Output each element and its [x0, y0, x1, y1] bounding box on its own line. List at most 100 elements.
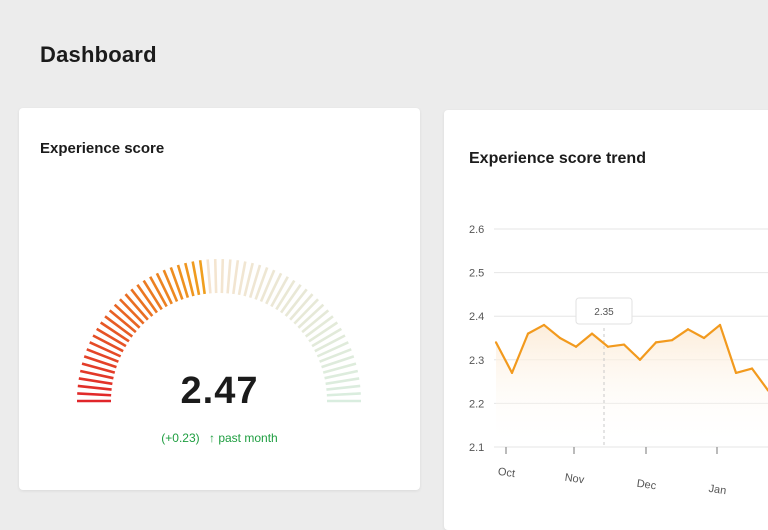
gauge-tick — [308, 321, 339, 343]
gauge-tick — [162, 269, 179, 303]
gauge-tick — [254, 266, 269, 300]
gauge-tick — [184, 262, 195, 297]
data-point — [702, 336, 706, 340]
series-area — [496, 324, 768, 447]
data-point — [494, 341, 498, 344]
gauge-tick — [149, 276, 168, 308]
score-change: (+0.23) ↑ past month — [19, 431, 420, 445]
gauge-tick — [81, 362, 116, 374]
data-point — [750, 367, 754, 370]
data-point — [622, 343, 626, 346]
gauge-tick — [136, 284, 158, 314]
gauge-tick — [86, 348, 119, 363]
experience-score-gauge — [77, 259, 361, 403]
gauge-tick — [77, 384, 112, 391]
data-point — [590, 332, 594, 335]
gauge-tick — [78, 377, 113, 386]
gauge-tick — [311, 327, 343, 348]
gauge-tick — [297, 303, 325, 329]
data-point — [718, 323, 722, 327]
gauge-tick — [259, 269, 276, 303]
gauge-tick — [293, 298, 319, 325]
y-tick-label: 2.6 — [469, 224, 484, 236]
gauge-tick — [243, 262, 254, 297]
x-tick-label: Jan — [708, 483, 727, 497]
gauge-tick — [324, 369, 359, 380]
gauge-tick — [206, 259, 212, 294]
x-tick-label: Dec — [636, 478, 658, 493]
gauge-tick — [270, 276, 289, 308]
y-tick-label: 2.5 — [469, 268, 484, 280]
gauge-tick — [314, 334, 346, 353]
y-tick-label: 2.1 — [469, 442, 484, 454]
gauge-tick — [275, 279, 296, 311]
experience-score-card: Experience score 2.47 (+0.23) ↑ past mon… — [19, 108, 420, 490]
gauge-tick — [284, 288, 308, 317]
gauge-tick — [95, 327, 127, 348]
y-tick-label: 2.4 — [469, 311, 484, 323]
gauge-tick — [232, 260, 240, 295]
page-title: Dashboard — [40, 42, 157, 67]
experience-score-title: Experience score — [40, 140, 165, 157]
data-point — [670, 339, 674, 342]
experience-score-trend-card: Experience score trend 2.6 2.5 2.4 2.3 2.2 2.… — [444, 110, 768, 530]
data-point — [638, 358, 642, 361]
x-tick-label: Oct — [497, 466, 516, 480]
gauge-tick — [325, 377, 360, 386]
tooltip-label: 2.35 — [594, 307, 614, 318]
score-change-delta: (+0.23) — [161, 431, 200, 445]
data-point — [686, 328, 690, 331]
gauge-tick — [99, 321, 130, 343]
gauge-tick — [176, 264, 190, 298]
gauge-tick — [108, 309, 137, 334]
data-point — [606, 345, 610, 348]
gauge-tick — [130, 288, 154, 317]
tooltip-box — [575, 297, 633, 325]
gauge-tick — [326, 392, 361, 397]
gauge-tick — [191, 261, 201, 296]
gauge-tick — [321, 355, 355, 369]
gauge-tick — [104, 315, 134, 338]
y-tick-label: 2.3 — [469, 355, 484, 367]
gauge-tick — [265, 272, 283, 305]
data-point — [734, 371, 738, 374]
arrow-up-icon: ↑ — [208, 431, 215, 445]
score-change-period: past month — [218, 431, 278, 445]
gauge-tick — [248, 264, 262, 298]
gauge-tick — [213, 259, 218, 294]
gauge-tick — [316, 341, 349, 358]
x-tick-label: Nov — [564, 472, 586, 487]
y-tick-label: 2.2 — [469, 398, 484, 410]
gauge-tick — [83, 355, 117, 369]
gauge-tick — [226, 259, 232, 294]
gauge-tick — [220, 259, 225, 294]
gauge-tick — [301, 309, 330, 334]
gauge-tick — [326, 384, 361, 391]
gauge-tick — [169, 266, 184, 300]
gauge-tick — [280, 284, 302, 314]
data-point — [542, 323, 546, 327]
gauge-tick — [92, 334, 124, 353]
gauge-tick — [304, 315, 334, 338]
gauge-tick — [198, 260, 206, 295]
gauge-tick — [113, 303, 141, 329]
data-point — [526, 332, 530, 335]
gauge-tick — [319, 348, 352, 363]
gauge-tick — [77, 392, 112, 397]
data-point — [510, 371, 514, 374]
gauge-tick — [142, 279, 163, 311]
trend-title: Experience score trend — [469, 150, 646, 167]
data-point — [558, 336, 562, 340]
score-value: 2.47 — [180, 370, 259, 412]
data-point — [574, 345, 578, 348]
gauge-tick — [124, 293, 149, 321]
gauge-tick — [89, 341, 122, 358]
gauge-tick — [322, 362, 357, 374]
trend-chart: 2.6 2.5 2.4 2.3 2.2 2.1 2.35 Oct Nov Dec Jan — [469, 224, 768, 497]
gauge-tick — [155, 272, 173, 305]
gauge-tick — [119, 298, 145, 325]
gauge-tick — [79, 369, 114, 380]
gauge-tick — [289, 293, 314, 321]
data-point — [654, 341, 658, 344]
gauge-tick — [237, 261, 247, 296]
